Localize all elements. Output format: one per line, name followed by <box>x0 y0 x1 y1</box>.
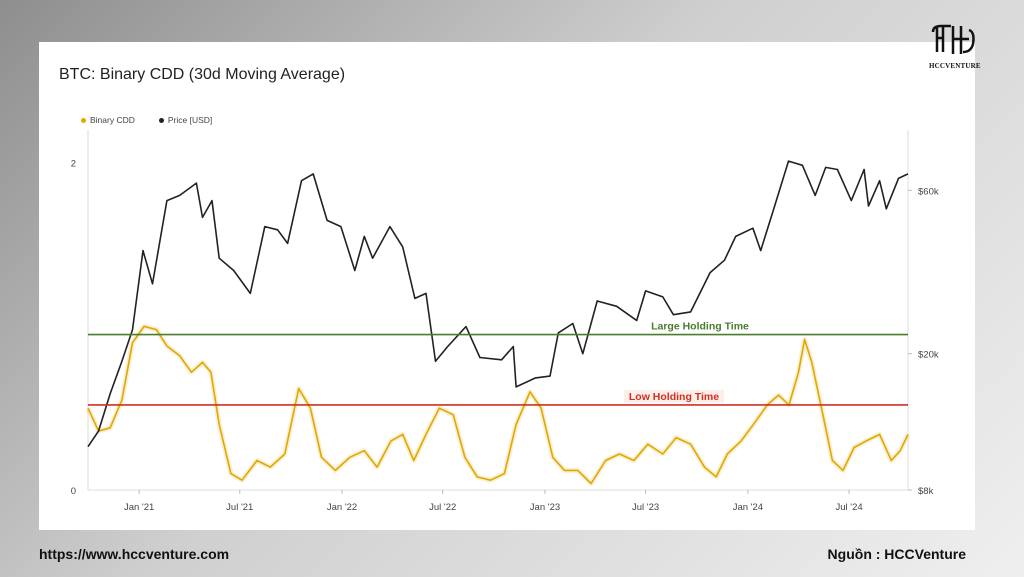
footer-website-link[interactable]: https://www.hccventure.com <box>39 546 230 562</box>
x-tick-label: Jul '23 <box>632 502 659 513</box>
x-tick-label: Jan '22 <box>327 502 357 513</box>
reference-label-bg <box>624 389 724 403</box>
chart-card: BTC: Binary CDD (30d Moving Average) HCC… <box>39 24 981 530</box>
y-left-tick-label: 2 <box>71 159 76 170</box>
y-right-tick-label: $20k <box>918 350 939 361</box>
y-right-tick-label: $8k <box>918 486 934 497</box>
footer-source-credit: Nguồn : HCCVenture <box>827 546 966 562</box>
hccventure-logo-mark <box>931 24 975 54</box>
x-tick-label: Jul '24 <box>835 502 862 513</box>
chart-canvas: Jan '21 Jul '21 Jan '22 Jul '22 Jan '23 Jul '… <box>71 130 939 513</box>
legend-label-binary-cdd: Binary CDD <box>90 115 135 125</box>
x-tick-label: Jan '24 <box>733 502 763 513</box>
series-binary-cdd-line <box>87 325 909 485</box>
legend-label-price: Price [USD] <box>167 115 213 125</box>
x-tick-label: Jan '21 <box>124 502 154 513</box>
chart-title: BTC: Binary CDD (30d Moving Average) <box>59 66 346 83</box>
y-left-tick-label: 0 <box>71 486 76 497</box>
series-price-line <box>87 160 909 448</box>
x-tick-label: Jan '23 <box>530 502 560 513</box>
reference-label-low-holding: Low Holding Time <box>629 391 719 403</box>
brand-name: HCCVENTURE <box>929 62 981 70</box>
legend-swatch-binary-cdd <box>81 117 86 123</box>
legend-item-binary-cdd[interactable]: Binary CDD <box>81 115 135 125</box>
x-tick-label: Jul '22 <box>429 502 456 513</box>
chart-legend: Binary CDD Price [USD] <box>81 115 212 125</box>
x-tick-label: Jul '21 <box>226 502 253 513</box>
y-right-tick-label: $60k <box>918 186 939 197</box>
legend-item-price[interactable]: Price [USD] <box>158 115 213 125</box>
reference-label-large-holding: Large Holding Time <box>651 321 749 333</box>
legend-swatch-price <box>158 117 164 123</box>
brand-logo: HCCVENTURE <box>925 22 985 76</box>
